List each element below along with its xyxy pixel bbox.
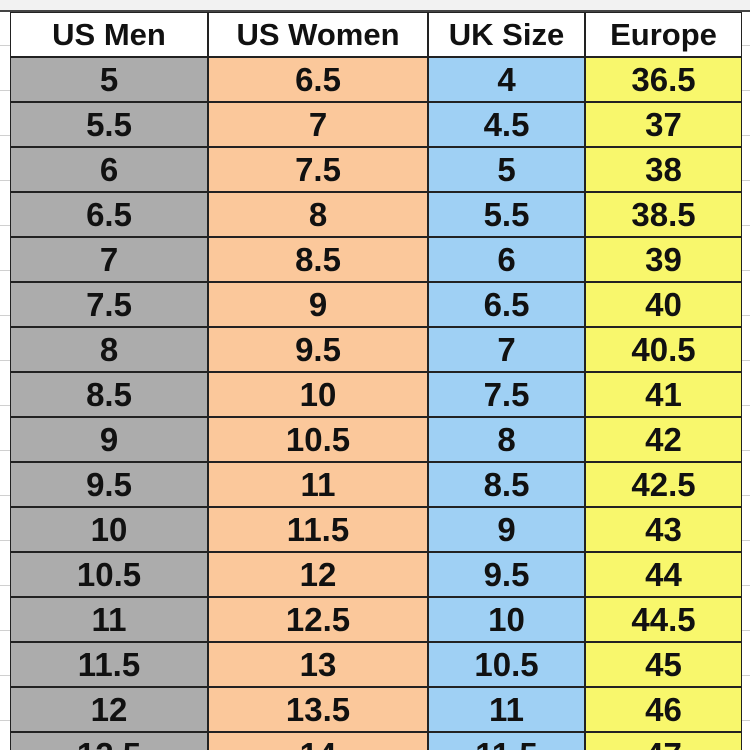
size-cell: 37	[585, 102, 742, 147]
size-cell: 11.5	[428, 732, 585, 750]
size-cell: 8.5	[428, 462, 585, 507]
size-cell: 9	[428, 507, 585, 552]
size-cell: 5	[10, 57, 208, 102]
size-cell: 7.5	[10, 282, 208, 327]
size-cell: 9	[208, 282, 428, 327]
size-cell: 10.5	[428, 642, 585, 687]
size-cell: 40	[585, 282, 742, 327]
size-cell: 6.5	[208, 57, 428, 102]
size-cell: 14	[208, 732, 428, 750]
size-cell: 38	[585, 147, 742, 192]
size-cell: 9.5	[208, 327, 428, 372]
size-cell: 41	[585, 372, 742, 417]
size-cell: 8	[428, 417, 585, 462]
size-cell: 10.5	[208, 417, 428, 462]
size-cell: 10	[208, 372, 428, 417]
size-cell: 6.5	[428, 282, 585, 327]
size-cell: 11	[10, 597, 208, 642]
sheet-edge	[0, 0, 750, 12]
size-cell: 7.5	[208, 147, 428, 192]
column-header: US Men	[10, 12, 208, 57]
size-cell: 12	[10, 687, 208, 732]
size-cell: 46	[585, 687, 742, 732]
size-cell: 47	[585, 732, 742, 750]
size-cell: 38.5	[585, 192, 742, 237]
size-cell: 7	[428, 327, 585, 372]
size-cell: 13	[208, 642, 428, 687]
size-cell: 42	[585, 417, 742, 462]
size-cell: 4.5	[428, 102, 585, 147]
size-cell: 10	[428, 597, 585, 642]
size-cell: 7.5	[428, 372, 585, 417]
size-cell: 10.5	[10, 552, 208, 597]
size-cell: 12.5	[208, 597, 428, 642]
column-header: Europe	[585, 12, 742, 57]
size-cell: 43	[585, 507, 742, 552]
column-header: UK Size	[428, 12, 585, 57]
size-cell: 13.5	[208, 687, 428, 732]
size-cell: 9	[10, 417, 208, 462]
column-header: US Women	[208, 12, 428, 57]
size-cell: 44	[585, 552, 742, 597]
size-cell: 40.5	[585, 327, 742, 372]
size-cell: 36.5	[585, 57, 742, 102]
size-cell: 7	[10, 237, 208, 282]
size-cell: 5.5	[10, 102, 208, 147]
size-cell: 8	[10, 327, 208, 372]
size-cell: 5	[428, 147, 585, 192]
size-cell: 8.5	[208, 237, 428, 282]
size-cell: 5.5	[428, 192, 585, 237]
size-cell: 11	[208, 462, 428, 507]
size-cell: 45	[585, 642, 742, 687]
size-cell: 42.5	[585, 462, 742, 507]
size-cell: 8	[208, 192, 428, 237]
size-cell: 9.5	[10, 462, 208, 507]
size-cell: 12	[208, 552, 428, 597]
size-cell: 44.5	[585, 597, 742, 642]
size-cell: 11	[428, 687, 585, 732]
size-cell: 12.5	[10, 732, 208, 750]
size-cell: 39	[585, 237, 742, 282]
size-cell: 6	[10, 147, 208, 192]
size-cell: 9.5	[428, 552, 585, 597]
size-cell: 6.5	[10, 192, 208, 237]
size-cell: 11.5	[10, 642, 208, 687]
size-cell: 7	[208, 102, 428, 147]
size-cell: 11.5	[208, 507, 428, 552]
size-cell: 10	[10, 507, 208, 552]
size-cell: 4	[428, 57, 585, 102]
size-cell: 6	[428, 237, 585, 282]
size-cell: 8.5	[10, 372, 208, 417]
